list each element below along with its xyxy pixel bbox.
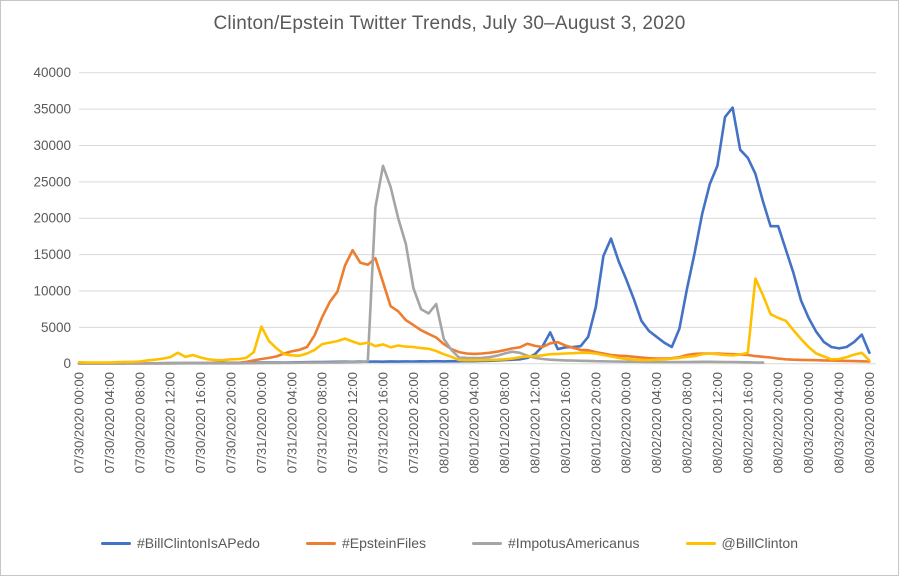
x-axis-tick-label: 07/31/2020 12:00 <box>345 372 360 473</box>
y-axis-tick-label: 25000 <box>33 174 71 189</box>
x-axis-tick-label: 07/31/2020 00:00 <box>254 372 269 473</box>
chart-title: Clinton/Epstein Twitter Trends, July 30–… <box>213 13 686 34</box>
y-axis-tick-label: 0 <box>63 356 71 371</box>
legend-line-swatch <box>305 541 336 545</box>
x-axis-tick-label: 07/30/2020 04:00 <box>102 372 117 473</box>
y-axis-tick-label: 10000 <box>33 283 71 298</box>
legend-label: #ImpotusAmericanus <box>508 535 640 551</box>
x-axis-tick-label: 07/30/2020 12:00 <box>163 372 178 473</box>
y-axis-tick-label: 40000 <box>33 65 71 80</box>
legend-line-swatch <box>101 541 131 545</box>
y-axis-tick-label: 15000 <box>33 247 71 262</box>
x-axis-tick-label: 07/30/2020 16:00 <box>193 372 208 473</box>
y-axis-tick-label: 20000 <box>33 211 71 226</box>
x-axis-tick-label: 08/03/2020 08:00 <box>862 372 877 473</box>
x-axis-tick-label: 08/02/2020 00:00 <box>619 372 634 473</box>
x-axis-tick-label: 07/30/2020 20:00 <box>224 372 239 473</box>
legend-label: @BillClinton <box>721 535 798 551</box>
x-axis-tick-label: 07/31/2020 08:00 <box>315 372 330 473</box>
y-axis-tick-label: 30000 <box>33 138 71 153</box>
y-axis-tick-label: 35000 <box>33 102 71 117</box>
x-axis-tick-label: 08/01/2020 16:00 <box>558 372 573 473</box>
x-axis-tick-label: 08/03/2020 04:00 <box>832 372 847 473</box>
legend-label: #EpsteinFiles <box>341 535 427 551</box>
x-axis-tick-label: 07/30/2020 00:00 <box>72 372 87 473</box>
series-line--impotusamericanus <box>77 164 765 365</box>
x-axis-tick-label: 07/31/2020 20:00 <box>406 372 421 473</box>
x-axis-tick-label: 07/31/2020 16:00 <box>376 372 391 473</box>
legend-item--billclinton: @BillClinton <box>685 535 798 551</box>
legend-line-swatch <box>472 541 503 545</box>
x-axis-tick-label: 08/01/2020 20:00 <box>588 372 603 473</box>
x-axis-tick-label: 08/03/2020 00:00 <box>801 372 816 473</box>
series-line--epsteinfiles <box>77 248 871 365</box>
legend-item--epsteinfiles: #EpsteinFiles <box>305 535 427 551</box>
x-axis-tick-label: 08/01/2020 04:00 <box>467 372 482 473</box>
legend-label: #BillClintonIsAPedo <box>137 535 260 551</box>
x-axis-tick-label: 07/31/2020 04:00 <box>284 372 299 473</box>
x-axis-tick-label: 08/01/2020 00:00 <box>436 372 451 473</box>
legend-line-swatch <box>685 541 716 545</box>
x-axis-tick-label: 08/02/2020 16:00 <box>740 372 755 473</box>
legend-item--impotusamericanus: #ImpotusAmericanus <box>472 535 640 551</box>
legend-item--billclintonisapedo: #BillClintonIsAPedo <box>101 535 260 551</box>
y-axis-tick-label: 5000 <box>41 320 71 335</box>
x-axis-tick-label: 07/30/2020 08:00 <box>132 372 147 473</box>
x-axis-tick-label: 08/02/2020 20:00 <box>771 372 786 473</box>
x-axis-tick-label: 08/02/2020 04:00 <box>649 372 664 473</box>
x-axis-tick-label: 08/02/2020 08:00 <box>680 372 695 473</box>
x-axis-tick-label: 08/02/2020 12:00 <box>710 372 725 473</box>
x-axis-tick-label: 08/01/2020 12:00 <box>528 372 543 473</box>
legend: #BillClintonIsAPedo #EpsteinFiles #Impotus… <box>1 535 898 551</box>
x-axis-tick-label: 08/01/2020 08:00 <box>497 372 512 473</box>
series-line--billclinton <box>77 277 871 364</box>
